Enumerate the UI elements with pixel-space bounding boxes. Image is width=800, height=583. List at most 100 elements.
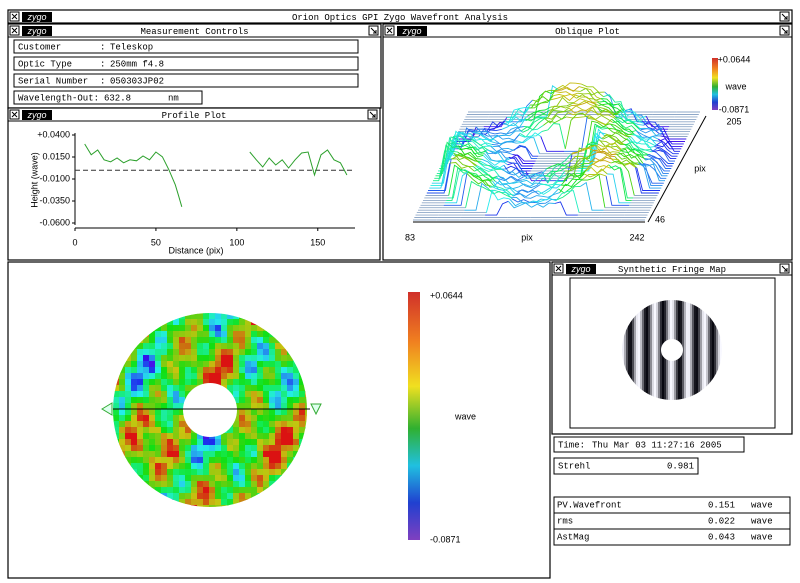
phase-cell: [239, 379, 246, 386]
phase-cell: [131, 403, 138, 410]
result-unit: wave: [751, 532, 773, 542]
phase-cell: [221, 457, 228, 464]
surface-line: [521, 174, 546, 181]
phase-cell: [179, 457, 186, 464]
surface-line: [571, 101, 595, 107]
phase-cell: [161, 427, 168, 434]
phase-cell: [179, 433, 186, 440]
phase-cell: [149, 373, 156, 380]
phase-cell: [179, 409, 186, 416]
phase-cell: [251, 355, 258, 362]
phase-cell: [239, 493, 246, 500]
phase-cell: [257, 325, 264, 332]
phase-cell: [299, 409, 306, 416]
phase-cell: [275, 415, 282, 422]
surface-line: [635, 167, 659, 194]
phase-cell: [197, 349, 204, 356]
phase-cell: [161, 481, 168, 488]
phase-cell: [173, 409, 180, 416]
surface-line: [585, 120, 610, 154]
phase-cell: [215, 313, 222, 320]
phase-cell: [203, 445, 210, 452]
phase-cell: [215, 481, 222, 488]
surface-line: [543, 116, 567, 126]
phase-cell: [209, 463, 216, 470]
phase-cell: [257, 469, 264, 476]
phase-cell: [209, 475, 216, 482]
surface-line: [501, 168, 525, 178]
phase-cell: [245, 361, 252, 368]
surface-line: [588, 117, 612, 126]
field-box[interactable]: [13, 73, 359, 88]
panel-frame: [382, 23, 793, 261]
surface-line: [426, 163, 451, 194]
phase-cell: [269, 475, 276, 482]
phase-cell: [197, 481, 204, 488]
phase-cell: [257, 385, 264, 392]
phase-cell: [281, 379, 288, 386]
logo: zygo: [26, 12, 46, 22]
phase-cell: [221, 319, 228, 326]
surface-line: [490, 185, 514, 197]
surface-line: [511, 154, 535, 164]
phase-cell: [263, 391, 270, 398]
fringe-stripe: [710, 300, 713, 400]
phase-cell: [239, 415, 246, 422]
phase-cell: [251, 325, 258, 332]
phase-cell: [161, 385, 168, 392]
surface-line: [554, 90, 578, 96]
phase-cell: [161, 469, 168, 476]
phase-cell: [149, 457, 156, 464]
phase-cell: [191, 355, 198, 362]
phase-cell: [293, 391, 300, 398]
surface-line: [620, 147, 645, 159]
surface-line: [619, 148, 644, 164]
phase-cell: [251, 469, 258, 476]
phase-cell: [233, 451, 240, 458]
surface-line: [582, 173, 607, 180]
surface-line: [500, 126, 524, 135]
phase-cell: [149, 463, 156, 470]
phase-cell: [185, 319, 192, 326]
phase-cell: [233, 427, 240, 434]
phase-cell: [275, 391, 282, 398]
phase-cell: [161, 397, 168, 404]
phase-cell: [275, 445, 282, 452]
logo: zygo: [26, 26, 46, 36]
surface-line: [507, 106, 532, 125]
phase-cell: [263, 451, 270, 458]
field-box[interactable]: [13, 90, 203, 105]
fringe-stripe: [694, 300, 697, 400]
phase-cell: [137, 433, 144, 440]
field-box[interactable]: [13, 39, 359, 54]
phase-cell: [119, 367, 126, 374]
phase-cell: [275, 433, 282, 440]
fringe-stripe: [638, 300, 641, 400]
phase-cell: [239, 481, 246, 488]
surface-line: [586, 163, 611, 170]
surface-line: [662, 127, 687, 140]
phase-cell: [245, 409, 252, 416]
time-box: [553, 436, 745, 453]
phase-cell: [263, 337, 270, 344]
phase-cell: [299, 403, 306, 410]
phase-cell: [233, 337, 240, 344]
phase-cell: [299, 379, 306, 386]
surface-line: [465, 180, 490, 208]
phase-cell: [275, 373, 282, 380]
logo: zygo: [570, 264, 590, 274]
phase-cell: [245, 415, 252, 422]
phase-cell: [215, 367, 222, 374]
phase-cell: [161, 343, 168, 350]
phase-cell: [209, 451, 216, 458]
surface-line: [520, 174, 545, 185]
phase-cell: [245, 343, 252, 350]
phase-cell: [251, 409, 258, 416]
field-box[interactable]: [13, 56, 359, 71]
surface-line: [454, 152, 479, 163]
logo-box: [397, 26, 427, 36]
surface-line: [618, 151, 643, 166]
phase-cell: [137, 355, 144, 362]
phase-cell: [257, 433, 264, 440]
phase-cell: [131, 385, 138, 392]
